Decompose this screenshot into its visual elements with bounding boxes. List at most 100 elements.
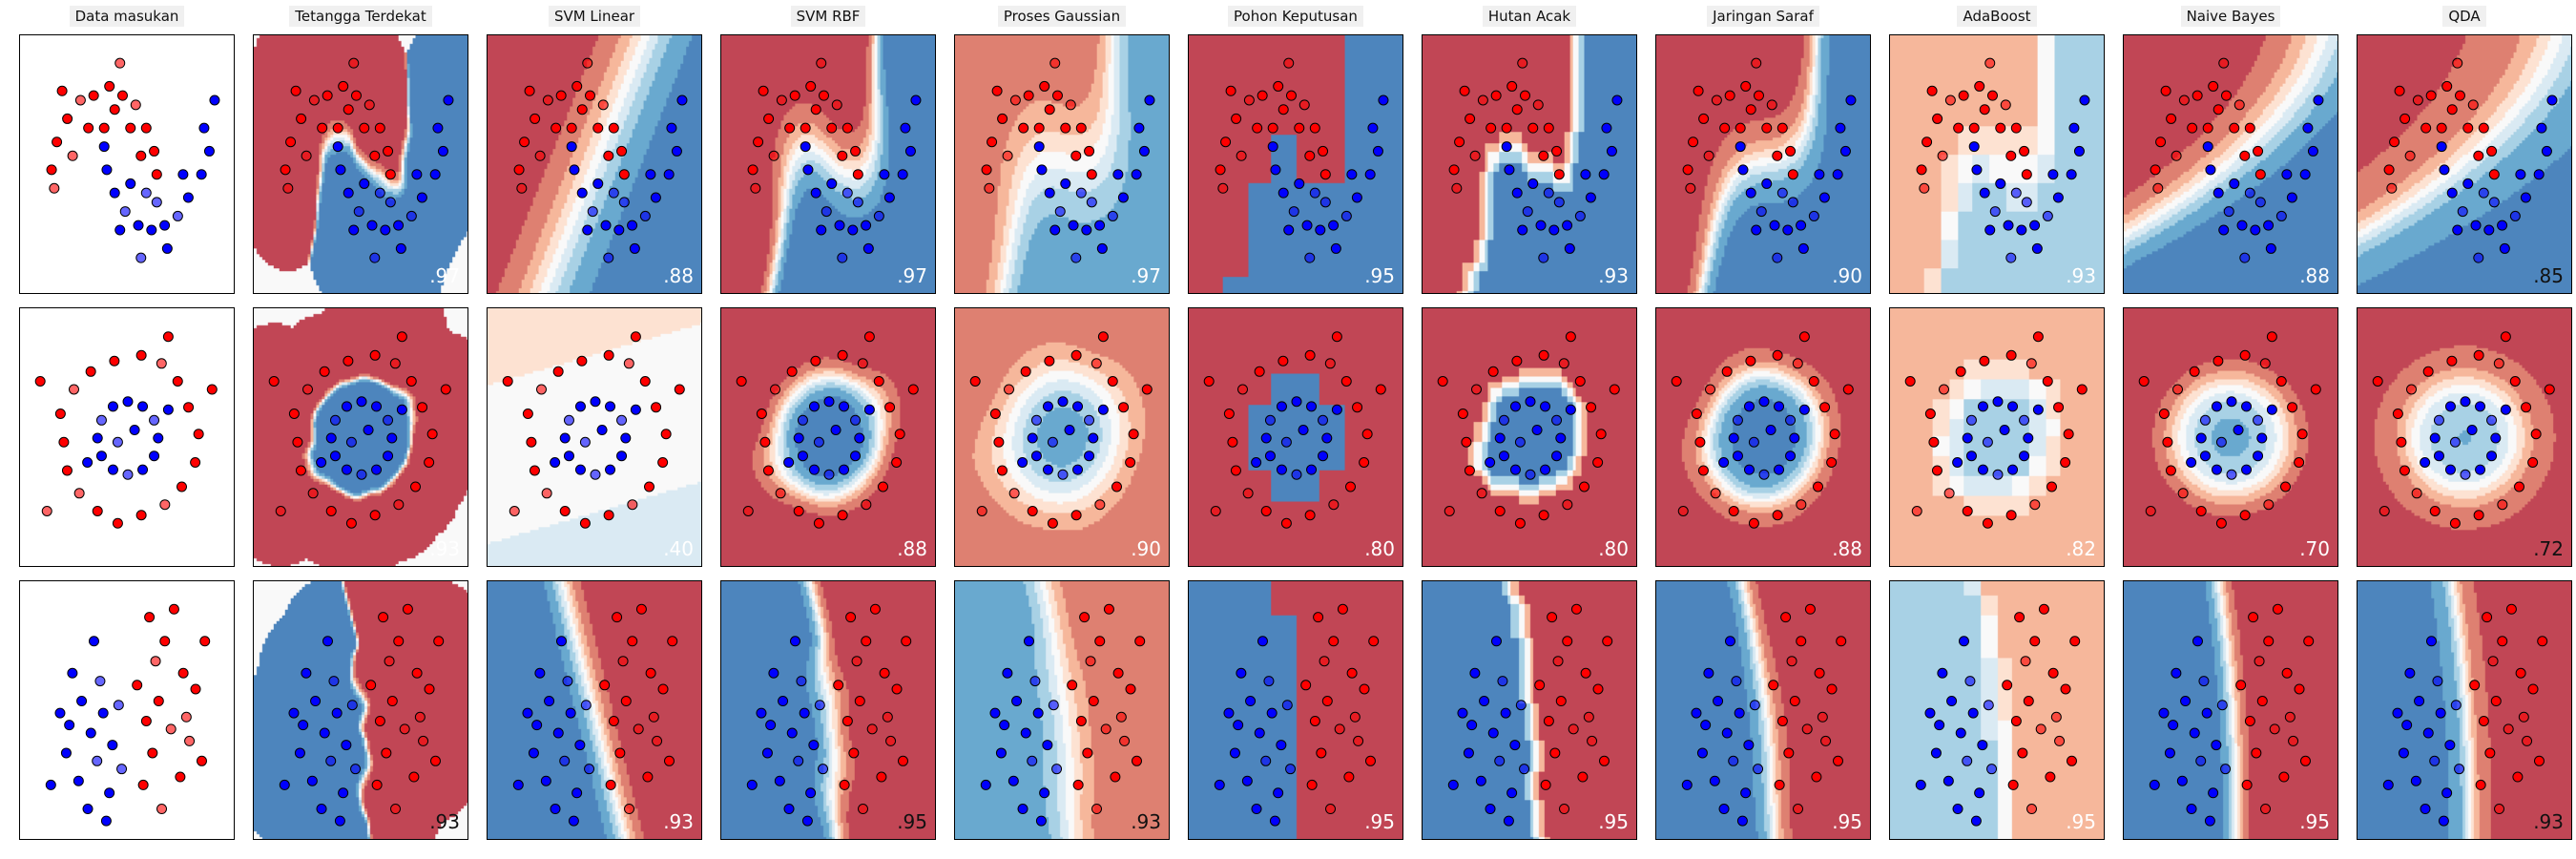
data-point bbox=[122, 469, 134, 480]
scatter-layer bbox=[746, 603, 912, 827]
data-point bbox=[88, 636, 99, 647]
data-point bbox=[1832, 169, 1843, 180]
data-point bbox=[2005, 510, 2017, 521]
data-point bbox=[418, 735, 429, 746]
data-point bbox=[2454, 90, 2465, 101]
data-point bbox=[2073, 145, 2085, 157]
scatter-layer bbox=[736, 331, 919, 529]
data-point bbox=[1504, 164, 1515, 176]
scatter-layer bbox=[512, 603, 678, 827]
data-point bbox=[2254, 169, 2266, 180]
data-point bbox=[1598, 755, 1610, 766]
data-point bbox=[2045, 771, 2056, 783]
data-point bbox=[54, 409, 66, 419]
data-point bbox=[198, 122, 210, 134]
scatter-layer bbox=[969, 331, 1153, 529]
data-point bbox=[369, 349, 381, 361]
data-point bbox=[34, 376, 46, 387]
data-point bbox=[579, 517, 591, 529]
data-point bbox=[2435, 707, 2446, 719]
data-point bbox=[374, 122, 385, 134]
data-point bbox=[135, 349, 147, 361]
data-point bbox=[1291, 396, 1302, 408]
data-point bbox=[162, 404, 174, 415]
data-point bbox=[676, 94, 688, 106]
data-point bbox=[1110, 771, 1121, 783]
data-point bbox=[613, 224, 625, 236]
data-point bbox=[808, 464, 820, 475]
data-point bbox=[2429, 755, 2441, 766]
data-point bbox=[1926, 85, 1938, 96]
data-point bbox=[1514, 436, 1526, 448]
data-point bbox=[2522, 735, 2533, 746]
data-point bbox=[92, 506, 103, 516]
data-point bbox=[1133, 122, 1145, 134]
data-point bbox=[338, 80, 349, 92]
plot-panel: .40 bbox=[487, 307, 702, 567]
data-point bbox=[1064, 425, 1075, 435]
data-point bbox=[95, 414, 107, 426]
data-point bbox=[633, 723, 644, 735]
data-point bbox=[341, 464, 352, 475]
data-point bbox=[61, 465, 73, 476]
data-point bbox=[2007, 464, 2019, 475]
data-point bbox=[1984, 224, 1996, 236]
data-point bbox=[1693, 85, 1704, 96]
data-point bbox=[1965, 414, 1977, 426]
data-point bbox=[1042, 401, 1053, 412]
data-point bbox=[2177, 488, 2189, 499]
data-point bbox=[627, 636, 638, 647]
data-point bbox=[1497, 676, 1508, 687]
data-point bbox=[1772, 150, 1783, 161]
data-point bbox=[552, 366, 564, 377]
data-point bbox=[2296, 429, 2308, 440]
data-point bbox=[541, 488, 552, 499]
data-point bbox=[329, 450, 341, 462]
data-point bbox=[630, 331, 641, 343]
data-point bbox=[1300, 680, 1312, 691]
data-point bbox=[52, 136, 63, 148]
plot-panel: .82 bbox=[1889, 307, 2105, 567]
data-point bbox=[1517, 224, 1528, 236]
data-point bbox=[1231, 113, 1242, 124]
data-point bbox=[1115, 711, 1127, 723]
data-point bbox=[1343, 771, 1355, 783]
data-point bbox=[2527, 457, 2539, 468]
data-point bbox=[1801, 723, 1813, 735]
column-title-text: Data masukan bbox=[69, 6, 185, 27]
data-point bbox=[576, 104, 588, 115]
data-point bbox=[1580, 667, 1591, 679]
data-point bbox=[2025, 358, 2037, 369]
data-point bbox=[1735, 141, 1746, 153]
data-point bbox=[371, 464, 383, 475]
data-point bbox=[571, 80, 583, 92]
data-point bbox=[1953, 122, 1964, 134]
data-point bbox=[2244, 122, 2255, 134]
data-point bbox=[1826, 457, 1838, 468]
data-point bbox=[2280, 481, 2291, 492]
data-point bbox=[989, 707, 1001, 719]
data-point bbox=[1540, 401, 1551, 412]
data-point bbox=[1119, 735, 1131, 746]
data-point bbox=[1568, 723, 1579, 735]
data-point bbox=[2490, 432, 2502, 444]
data-point bbox=[574, 464, 586, 475]
data-point bbox=[2509, 376, 2521, 387]
plot-panel: .95 bbox=[1422, 580, 1637, 840]
data-point bbox=[1457, 409, 1468, 419]
data-point bbox=[331, 707, 343, 719]
data-point bbox=[1236, 150, 1247, 161]
data-point bbox=[1304, 349, 1316, 361]
data-point bbox=[2303, 636, 2315, 647]
data-point bbox=[1352, 402, 1363, 413]
data-point bbox=[1459, 85, 1470, 96]
data-point bbox=[2433, 450, 2444, 462]
data-point bbox=[2150, 164, 2161, 176]
data-point bbox=[348, 57, 360, 69]
data-point bbox=[2202, 141, 2213, 153]
data-point bbox=[1477, 94, 1488, 106]
data-point bbox=[552, 727, 564, 739]
data-point bbox=[74, 94, 86, 106]
data-point bbox=[1555, 696, 1567, 707]
data-point bbox=[390, 804, 402, 815]
